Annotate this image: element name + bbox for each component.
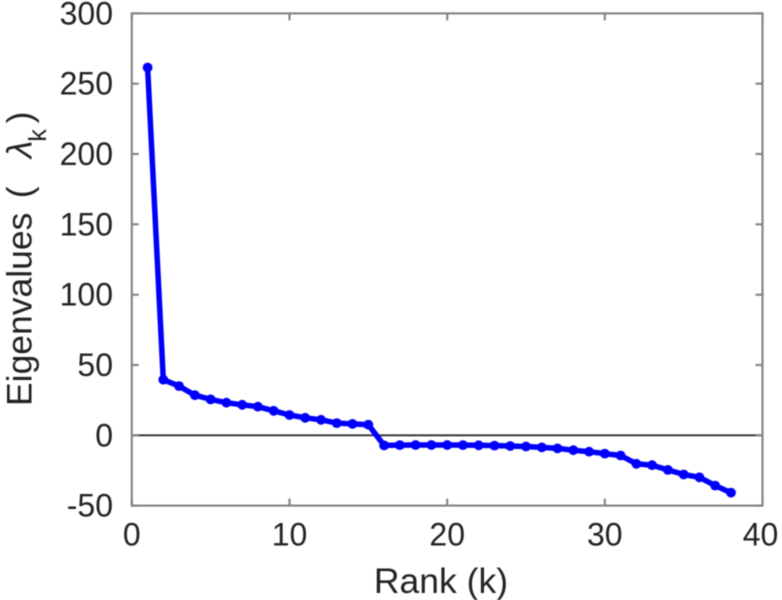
- svg-text:50: 50: [77, 347, 113, 383]
- svg-text:20: 20: [429, 517, 465, 553]
- svg-text:30: 30: [587, 517, 623, 553]
- svg-text:0: 0: [95, 417, 113, 453]
- svg-text:300: 300: [60, 0, 113, 31]
- svg-text:Rank (k): Rank (k): [374, 561, 508, 600]
- svg-text:-50: -50: [67, 488, 113, 524]
- svg-text:40: 40: [743, 517, 779, 553]
- svg-text:200: 200: [60, 136, 113, 172]
- svg-text:0: 0: [123, 517, 141, 553]
- svg-text:250: 250: [60, 66, 113, 102]
- svg-text:100: 100: [60, 277, 113, 313]
- svg-text:150: 150: [60, 206, 113, 242]
- svg-text:10: 10: [272, 517, 308, 553]
- svg-text:Eigenvalues(λk): Eigenvalues(λk): [0, 112, 52, 406]
